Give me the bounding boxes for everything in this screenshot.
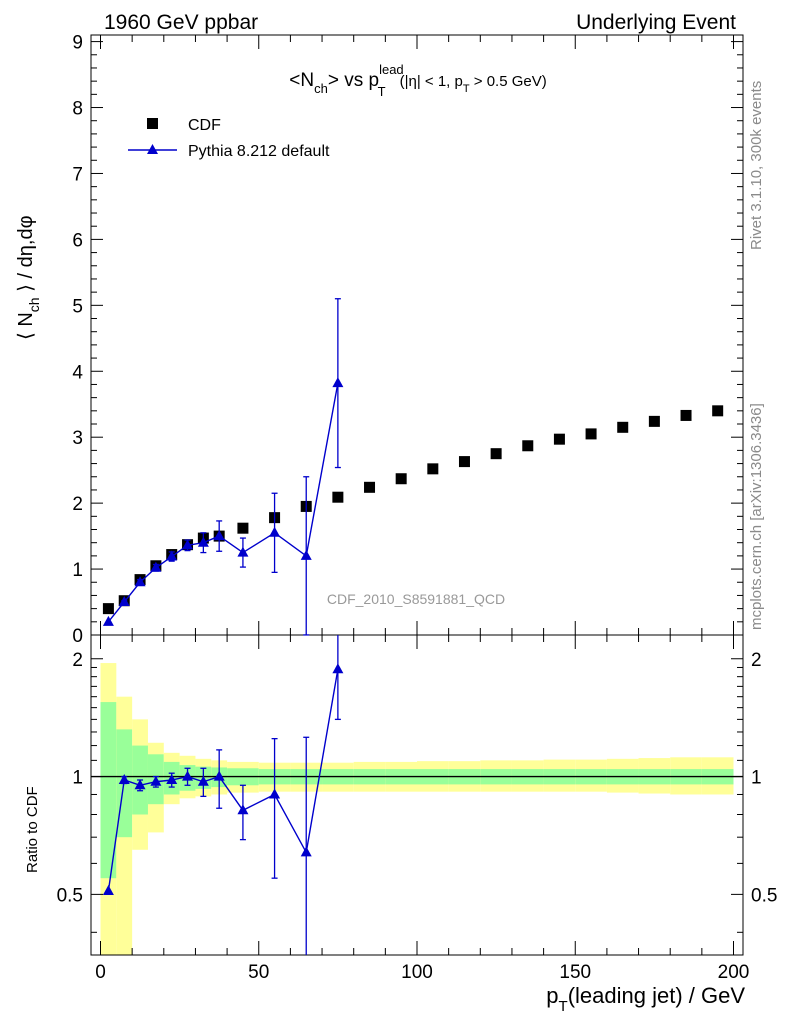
mcplots-source-text: mcplots.cern.ch [arXiv:1306.3436] — [748, 403, 765, 630]
header-left: 1960 GeV ppbar — [104, 11, 258, 34]
cdf-data-point — [585, 428, 597, 440]
x-tick-label: 200 — [718, 962, 750, 983]
ratio-y-tick-label-right: 1 — [751, 768, 762, 789]
ratio-y-tick-label: 2 — [72, 650, 83, 671]
cdf-data-point — [364, 481, 376, 493]
main-y-tick-label: 5 — [72, 296, 83, 317]
analysis-watermark: CDF_2010_S8591881_QCD — [327, 591, 505, 607]
green-band-bin — [100, 702, 117, 879]
legend: CDF Pythia 8.212 default — [128, 117, 330, 160]
main-y-tick-label: 4 — [72, 362, 83, 383]
x-axis-label: pT(leading jet) / GeV — [546, 983, 745, 1015]
cdf-data-point — [522, 440, 534, 452]
ratio-y-tick-label: 0.5 — [57, 885, 83, 906]
title-sub-ch: ch — [314, 81, 328, 96]
pythia-ratio-data-point — [134, 779, 146, 790]
x-tick-label: 0 — [95, 962, 106, 983]
main-y-tick-label: 1 — [72, 560, 83, 581]
main-y-tick-label: 7 — [72, 164, 83, 185]
pythia-main-data-point — [237, 546, 249, 557]
ratio-y-tick-label-right: 0.5 — [751, 885, 777, 906]
pythia-main-data-point — [182, 539, 194, 550]
ratio-y-tick-label-right: 2 — [751, 650, 762, 671]
rivet-version-text: Rivet 3.1.10, 300k events — [748, 81, 765, 250]
title-pre: <N — [289, 70, 314, 91]
cdf-data-point — [490, 448, 502, 460]
x-tick-label: 150 — [559, 962, 591, 983]
pythia-ratio-data-point — [182, 770, 194, 781]
cdf-data-point — [427, 463, 439, 475]
pythia-ratio-data-point — [213, 770, 225, 781]
pythia-ratio-data-point — [166, 773, 178, 784]
title-sub-t: T — [378, 84, 386, 99]
pythia-main-data-point — [213, 530, 225, 541]
pythia-main-data-point — [118, 596, 130, 607]
cdf-data-point — [617, 421, 629, 433]
pythia-main-data-point — [300, 549, 312, 560]
legend-label-pythia: Pythia 8.212 default — [188, 143, 330, 160]
xlabel-sub: T — [559, 998, 568, 1015]
ylabel-a: ⟨ N — [15, 312, 37, 340]
cdf-data-point — [712, 405, 724, 417]
main-y-axis-label: ⟨ Nch ⟩ / dη,dφ — [15, 215, 42, 340]
main-plot-title: <Nch> vs plead T(|η| < 1, pT > 0.5 GeV) — [289, 62, 546, 99]
pythia-main-data-point — [269, 526, 281, 537]
x-tick-label: 100 — [401, 962, 433, 983]
pythia-ratio-data-point — [237, 804, 249, 815]
legend-marker-pythia — [147, 144, 158, 154]
cdf-data-point — [332, 491, 344, 503]
main-y-tick-label: 9 — [72, 33, 83, 54]
legend-label-cdf: CDF — [188, 117, 221, 134]
title-cut: (|η| < 1, p — [400, 73, 463, 90]
title-sup-lead: lead — [379, 62, 404, 77]
main-y-tick-label: 2 — [72, 494, 83, 515]
pythia-main-data-point — [166, 550, 178, 561]
ratio-uncertainty-bands — [100, 663, 734, 955]
title-cut-sub: T — [463, 83, 470, 95]
pythia-ratio-data-point — [118, 773, 130, 784]
header-right: Underlying Event — [576, 11, 736, 34]
x-tick-label: 50 — [248, 962, 269, 983]
pythia-main-data-point — [150, 561, 162, 572]
main-y-tick-label: 8 — [72, 99, 83, 120]
ratio-y-axis-label: Ratio to CDF — [24, 786, 41, 873]
xlabel-a: p — [546, 983, 558, 1008]
cdf-data-point — [395, 473, 407, 485]
cdf-data-point — [553, 433, 565, 445]
pythia-ratio-data-point — [332, 663, 344, 674]
main-plot-axes: 0 1 2 3 4 5 6 7 8 9 — [72, 33, 744, 647]
pythia-ratio-data-point — [197, 775, 209, 786]
main-y-tick-label: 3 — [72, 428, 83, 449]
xlabel-b: (leading jet) / GeV — [568, 983, 746, 1008]
ratio-y-tick-label: 1 — [72, 768, 83, 789]
ylabel-sub: ch — [26, 297, 42, 312]
pythia-main-data-point — [134, 576, 146, 587]
ylabel-b: ⟩ / dη,dφ — [15, 215, 37, 297]
ratio-plot-axes: 0 50 100 150 200 0.5 0.5 1 1 2 2 — [57, 634, 777, 983]
pythia-main-data-point — [332, 377, 344, 388]
pythia-ratio-data-point — [269, 788, 281, 799]
pythia-ratio-data-point — [102, 885, 114, 896]
main-plot-series — [102, 298, 724, 636]
cdf-data-point — [102, 603, 114, 615]
cdf-data-point — [458, 456, 470, 468]
title-cut-end: > 0.5 GeV) — [470, 73, 547, 90]
pythia-main-data-point — [197, 536, 209, 547]
title-mid: > vs p — [328, 70, 379, 91]
cdf-data-point — [680, 409, 692, 421]
legend-marker-cdf — [147, 118, 158, 129]
cdf-data-point — [237, 522, 249, 534]
pythia-ratio-data-point — [150, 775, 162, 786]
main-y-tick-label: 0 — [72, 626, 83, 647]
pythia-main-data-point — [102, 615, 114, 626]
pythia-ratio-data-point — [300, 846, 312, 857]
cdf-data-point — [648, 415, 660, 427]
main-y-tick-label: 6 — [72, 230, 83, 251]
ratio-plot-series — [102, 635, 344, 955]
